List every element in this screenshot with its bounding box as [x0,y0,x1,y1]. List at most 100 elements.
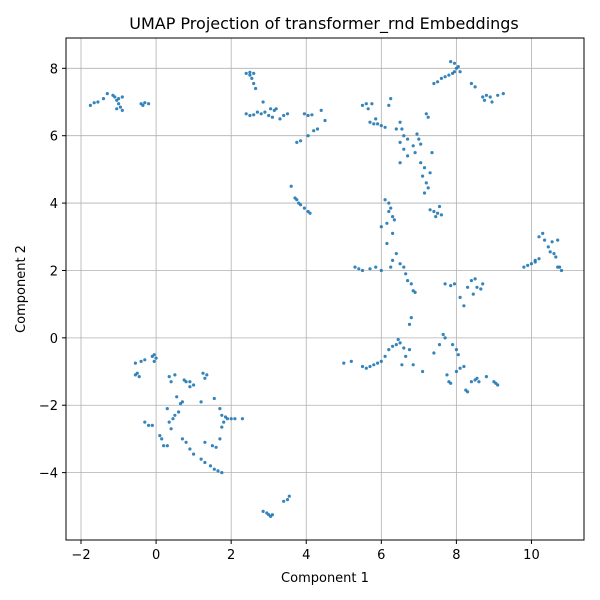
data-point [391,215,395,219]
data-point [360,103,365,107]
data-point [419,142,423,146]
data-point [469,279,473,283]
data-point [203,440,207,444]
data-point [173,413,177,417]
data-point [389,206,393,210]
data-point [413,290,417,294]
data-point [422,166,427,170]
data-point [456,353,460,357]
data-point [250,76,254,80]
data-point [406,279,410,283]
data-point [376,122,380,126]
data-point [118,105,122,109]
data-point [466,285,470,289]
data-point [385,241,389,246]
data-point [449,284,453,288]
data-point [167,420,171,424]
data-point [368,267,372,271]
data-point [475,376,479,380]
data-point [173,373,177,377]
data-point [477,380,481,384]
data-point [319,108,323,112]
data-point [439,213,443,217]
y-tick-label: 8 [50,62,58,77]
data-point [201,371,205,375]
data-point [482,98,487,102]
data-point [315,127,320,131]
data-point [396,337,400,342]
data-point [432,209,436,214]
data-point [379,225,383,229]
data-point [419,161,423,165]
data-point [147,423,151,427]
data-point [270,115,274,119]
data-point [259,112,263,116]
data-point [88,103,92,107]
data-point [469,81,473,86]
data-point [175,395,179,399]
data-point [299,203,303,207]
data-point [443,336,447,340]
data-point [526,263,530,267]
data-point [203,376,207,380]
data-point [398,120,402,124]
data-point [96,100,100,104]
data-point [383,354,387,358]
data-point [466,390,470,394]
data-point [400,363,404,367]
data-point [552,252,556,256]
data-point [458,295,462,299]
data-point [302,112,306,116]
data-point [454,348,458,352]
data-point [357,267,361,271]
data-point [165,444,169,448]
data-point [302,206,306,210]
data-point [398,341,402,345]
data-point [372,122,376,126]
data-point [413,151,417,155]
data-point [424,181,428,185]
data-point [143,420,147,424]
data-point [143,358,147,362]
data-point [437,204,442,209]
data-point [261,509,265,513]
data-point [484,375,488,379]
data-point [360,364,365,369]
data-point [216,469,220,473]
data-point [409,282,413,286]
data-point [218,407,222,411]
data-point [92,101,96,105]
data-point [496,383,500,387]
data-point [353,265,357,269]
data-point [184,440,188,444]
data-point [152,359,156,363]
data-point [205,373,209,377]
data-point [289,184,293,188]
data-point [364,366,368,370]
data-point [115,107,119,111]
data-point [285,112,290,116]
data-point [364,102,368,106]
data-point [402,134,406,138]
data-point [439,76,443,80]
data-point [285,498,290,502]
data-point [456,65,460,69]
data-point [471,292,475,296]
x-axis-ticks: −2 0 2 4 6 8 10 [71,540,540,563]
data-point [177,410,181,414]
data-point [458,70,462,74]
grid [66,38,584,540]
data-point [462,364,466,369]
data-point [120,108,124,112]
y-tick-label: 4 [50,197,58,212]
data-point [436,80,440,84]
data-point [452,61,457,65]
data-point [152,353,156,357]
data-point [360,268,365,273]
data-point [254,86,258,91]
data-point [214,445,218,449]
data-point [165,407,169,411]
data-point [426,186,430,190]
data-point [105,92,109,96]
data-point [389,265,393,269]
